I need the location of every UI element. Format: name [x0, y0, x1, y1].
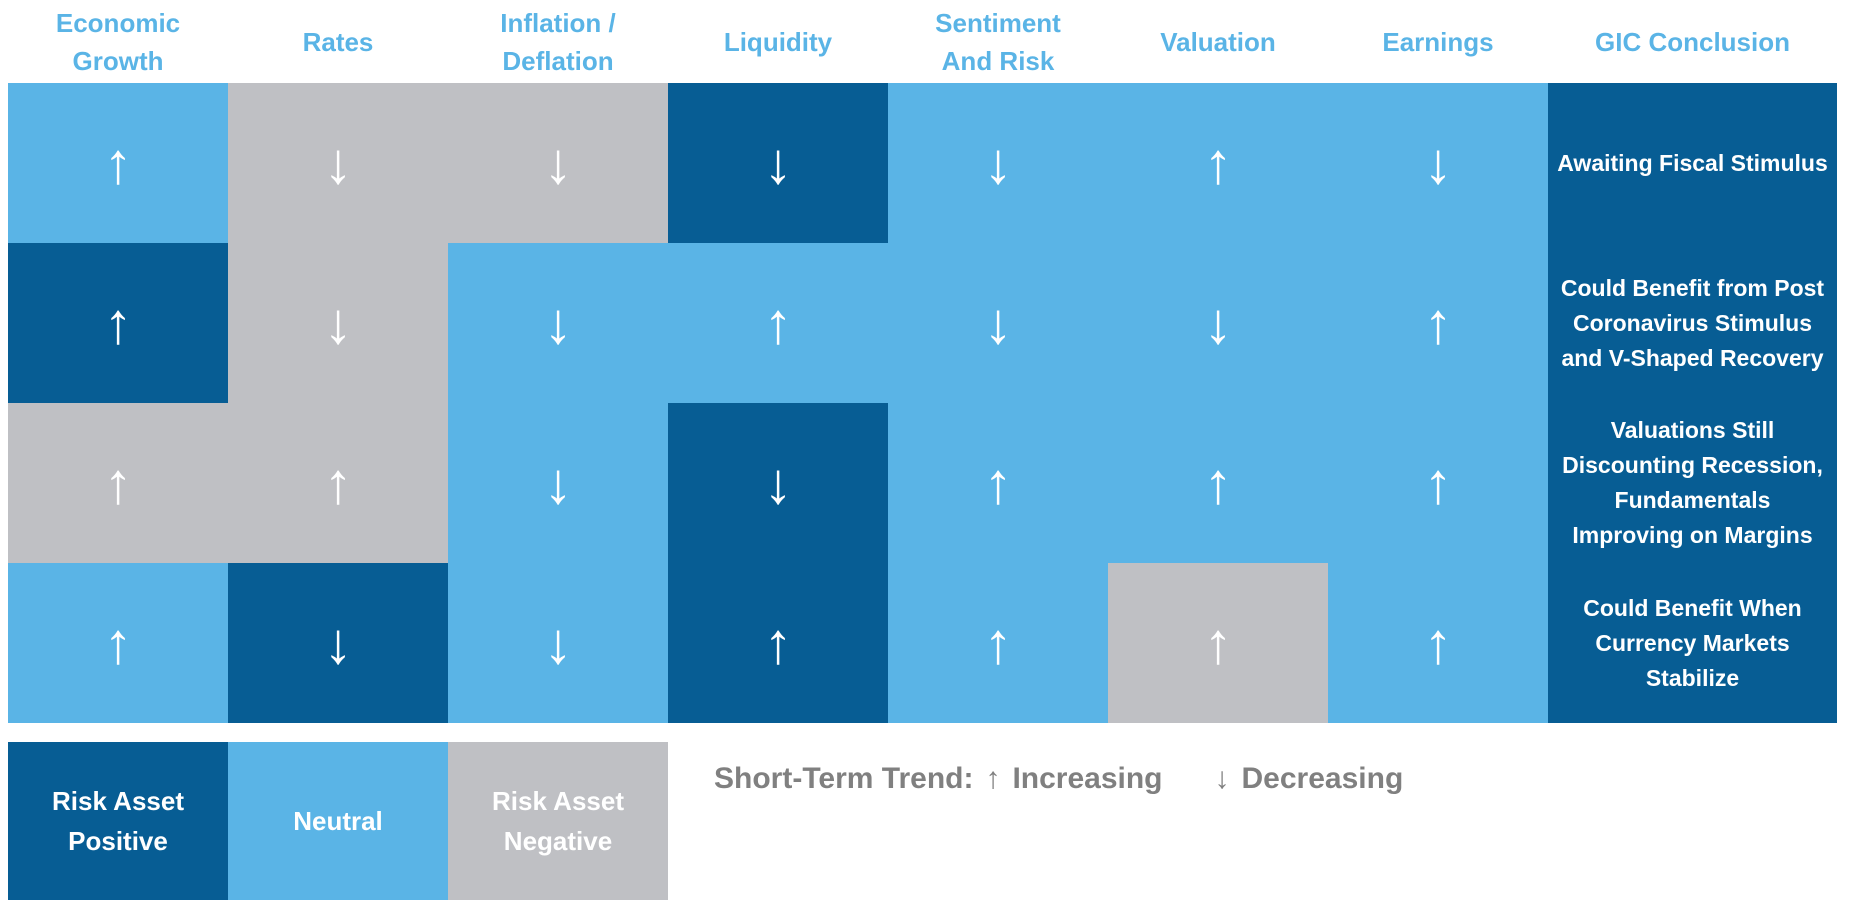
signal-cell: ↓: [448, 243, 668, 403]
signal-cell: ↑: [8, 563, 228, 723]
signal-cell: ↓: [1328, 83, 1548, 243]
conclusion-cell: Valuations Still Discounting Recession, …: [1548, 403, 1837, 563]
legend-item: Risk Asset Negative: [448, 742, 668, 900]
conclusion-cell: Awaiting Fiscal Stimulus: [1548, 83, 1837, 243]
conclusion-cell: Could Benefit When Currency Markets Stab…: [1548, 563, 1837, 723]
signal-cell: ↓: [448, 83, 668, 243]
column-header: Rates: [302, 26, 374, 57]
signal-cell: ↑: [1328, 243, 1548, 403]
signal-cell: ↓: [228, 243, 448, 403]
column-header: Sentiment And Risk: [935, 7, 1061, 76]
signal-cell: ↑: [1328, 563, 1548, 723]
signal-cell: ↑: [8, 403, 228, 563]
signal-cell: ↓: [888, 243, 1108, 403]
signal-cell: ↑: [228, 403, 448, 563]
column-header: Valuation: [1160, 26, 1276, 57]
trend-arrow: ↓: [1214, 762, 1230, 795]
column-header: Economic Growth: [55, 7, 181, 76]
column-header: GIC Conclusion: [1595, 26, 1790, 57]
signal-cell: ↑: [668, 563, 888, 723]
signal-cell: ↑: [1108, 403, 1328, 563]
signal-cell: ↑: [1108, 563, 1328, 723]
signal-cell: ↓: [1108, 243, 1328, 403]
trend-legend: Short-Term Trend: ↑ Increasing ↓ Decreasing: [714, 754, 1814, 804]
trend-arrow: ↑: [985, 762, 1001, 795]
signal-cell: ↑: [888, 563, 1108, 723]
signal-cell: ↓: [888, 83, 1108, 243]
legend-item: Neutral: [228, 742, 448, 900]
legend-item: Risk Asset Positive: [8, 742, 228, 900]
trend-item-label: Decreasing: [1241, 762, 1404, 795]
column-header: Inflation / Deflation: [500, 7, 616, 76]
column-header: Earnings: [1382, 26, 1494, 57]
signal-cell: ↓: [448, 403, 668, 563]
signal-cell: ↓: [448, 563, 668, 723]
conclusion-cell: Could Benefit from Post Coronavirus Stim…: [1548, 243, 1837, 403]
signal-cell: ↓: [228, 563, 448, 723]
column-header: Liquidity: [723, 26, 833, 57]
signal-cell: ↑: [1108, 83, 1328, 243]
signal-cell: ↓: [228, 83, 448, 243]
signal-cell: ↑: [8, 243, 228, 403]
trend-label: Short-Term Trend:: [714, 762, 974, 795]
trend-item-label: Increasing: [1012, 762, 1163, 795]
signal-cell: ↑: [1328, 403, 1548, 563]
signal-cell: ↑: [888, 403, 1108, 563]
signal-cell: ↓: [668, 403, 888, 563]
signal-cell: ↓: [668, 83, 888, 243]
signal-cell: ↑: [8, 83, 228, 243]
signal-cell: ↑: [668, 243, 888, 403]
